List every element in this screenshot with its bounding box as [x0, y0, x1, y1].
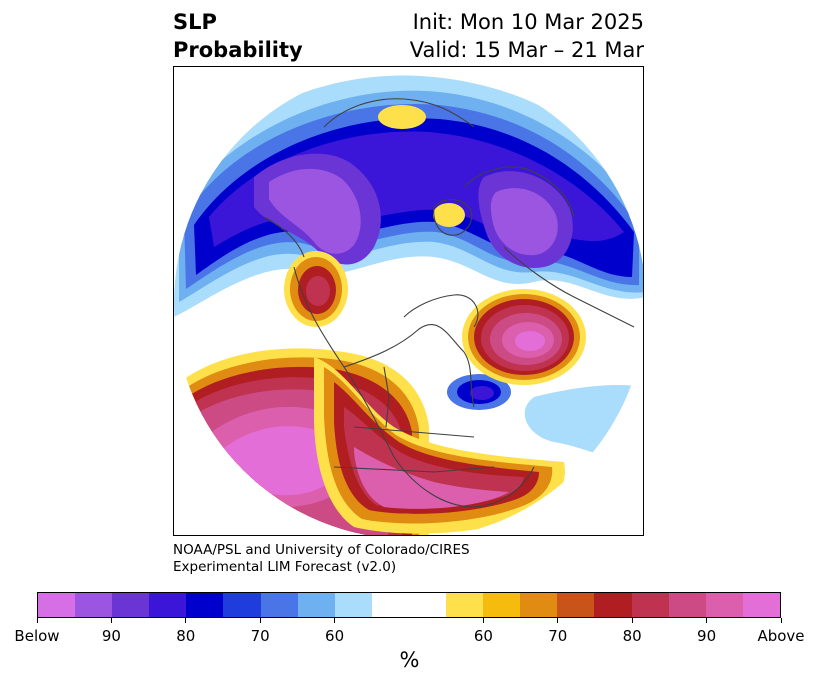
chart-title: SLP Probability: [173, 8, 303, 64]
colorbar-tick-mark: [110, 618, 112, 623]
colorbar-segment: [408, 593, 447, 617]
colorbar-tick-label: 90: [101, 627, 121, 645]
init-date: Init: Mon 10 Mar 2025: [412, 10, 644, 34]
colorbar-segment: [38, 593, 76, 617]
colorbar-segment: [705, 593, 743, 617]
colorbar-tick-mark: [706, 618, 708, 623]
colorbar-segment: [75, 593, 113, 617]
colorbar-tick-label: 60: [325, 627, 345, 645]
colorbar-tick-label: 60: [473, 627, 493, 645]
colorbar-segment: [112, 593, 150, 617]
colorbar-segment: [149, 593, 187, 617]
colorbar-tick-label: Below: [14, 627, 60, 645]
polar-map: [173, 66, 644, 536]
colorbar-tick-label: 80: [176, 627, 196, 645]
colorbar-tick-label: 80: [622, 627, 642, 645]
colorbar-tick-mark: [780, 618, 782, 623]
valid-range: Valid: 15 Mar – 21 Mar: [409, 38, 644, 62]
coastline-overlay: [263, 98, 635, 508]
colorbar: [37, 592, 781, 618]
colorbar-segment: [334, 593, 372, 617]
colorbar-segment: [446, 593, 484, 617]
colorbar-segment: [223, 593, 261, 617]
title-line-2: Probability: [173, 38, 303, 62]
credit-line-1: NOAA/PSL and University of Colorado/CIRE…: [173, 542, 470, 558]
title-line-1: SLP: [173, 10, 217, 34]
colorbar-segment: [483, 593, 521, 617]
credit-text: NOAA/PSL and University of Colorado/CIRE…: [173, 542, 470, 576]
colorbar-segment: [371, 593, 409, 617]
above-normal-region: [174, 105, 586, 535]
colorbar-ticks: Below 90 80 70 60 60 70 80 90 Above: [0, 618, 819, 648]
colorbar-segment: [557, 593, 595, 617]
colorbar-tick-mark: [334, 618, 336, 623]
colorbar-tick-mark: [482, 618, 484, 623]
colorbar-tick-mark: [631, 618, 633, 623]
colorbar-segment: [631, 593, 669, 617]
credit-line-2: Experimental LIM Forecast (v2.0): [173, 559, 397, 575]
colorbar-tick-mark: [557, 618, 559, 623]
colorbar-segment: [742, 593, 780, 617]
colorbar-tick-label: Above: [757, 627, 805, 645]
colorbar-tick-mark: [36, 618, 38, 623]
colorbar-tick-label: 70: [250, 627, 270, 645]
colorbar-segment: [520, 593, 558, 617]
colorbar-segment: [260, 593, 298, 617]
colorbar-segment: [668, 593, 706, 617]
colorbar-tick-label: 90: [697, 627, 717, 645]
colorbar-segment: [297, 593, 335, 617]
colorbar-unit-label: %: [399, 648, 420, 672]
colorbar-segment: [594, 593, 632, 617]
colorbar-tick-label: 70: [548, 627, 568, 645]
colorbar-tick-mark: [185, 618, 187, 623]
colorbar-tick-mark: [259, 618, 261, 623]
forecast-dates: Init: Mon 10 Mar 2025 Valid: 15 Mar – 21…: [410, 8, 644, 64]
slp-probability-field: [174, 67, 643, 535]
colorbar-segment: [186, 593, 224, 617]
